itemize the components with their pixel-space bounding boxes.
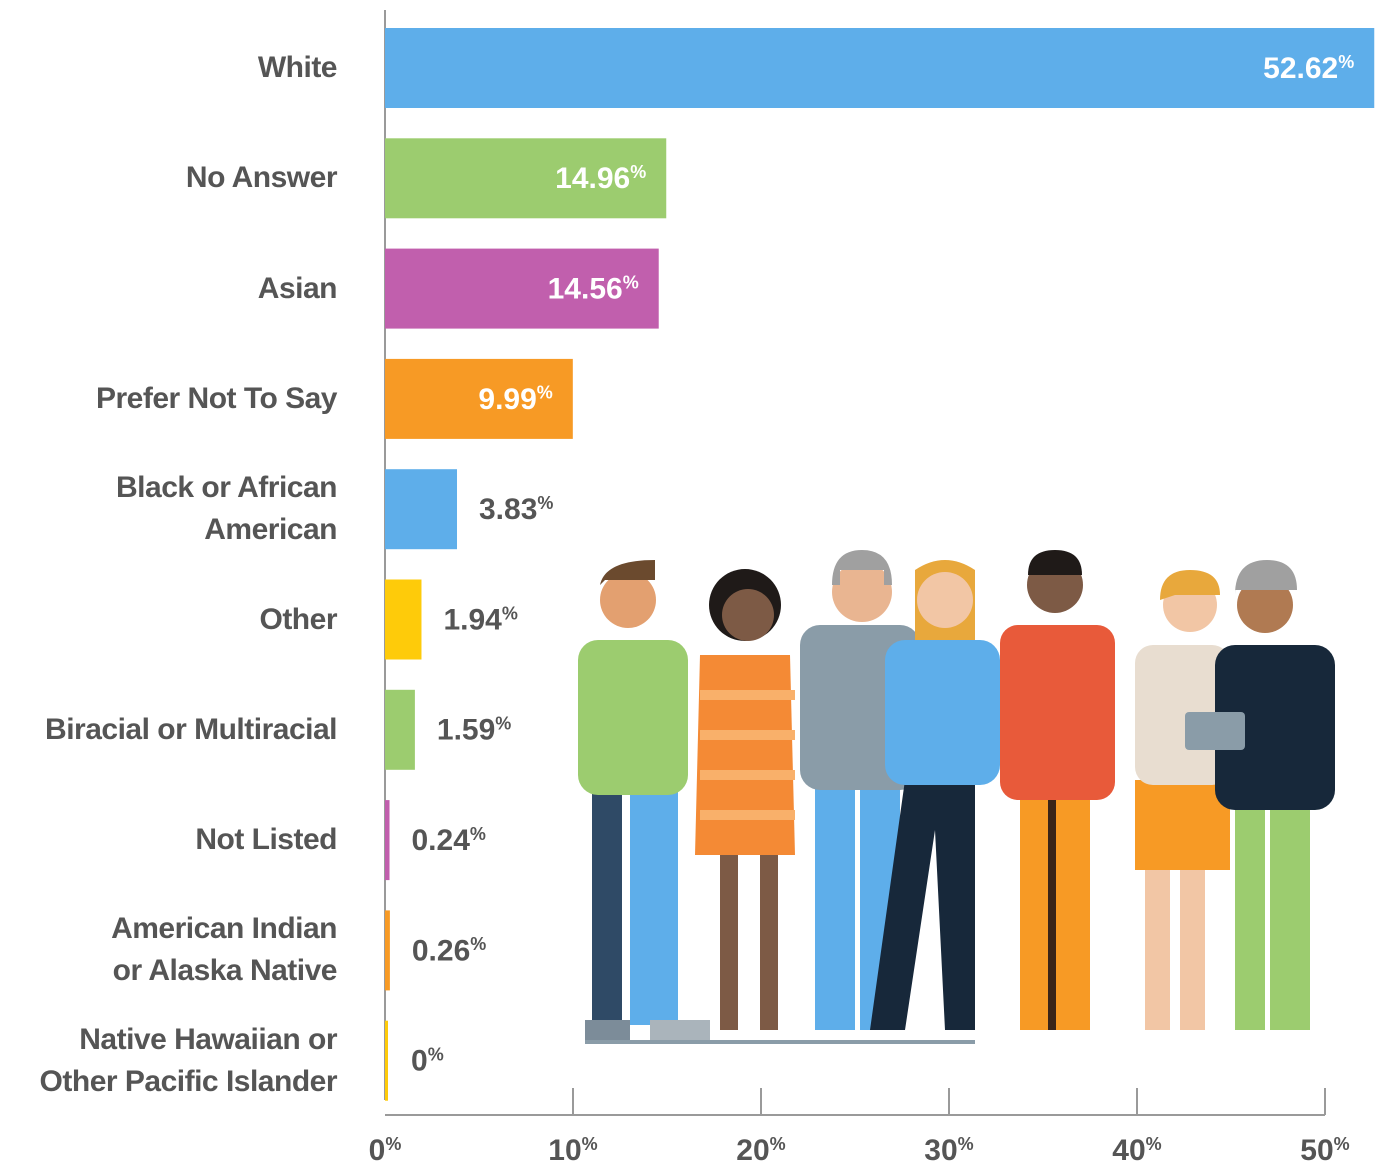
value-label: 0% [411, 1044, 444, 1077]
value-label: 0.26% [412, 934, 486, 967]
bar [385, 910, 390, 990]
category-label: White [258, 47, 337, 89]
category-label: Other [259, 599, 337, 641]
category-label: No Answer [186, 157, 337, 199]
bar [385, 690, 415, 770]
bar [385, 580, 421, 660]
category-label: Asian [258, 268, 337, 310]
category-label: American Indian or Alaska Native [111, 908, 337, 992]
x-tick-label: 50% [1300, 1134, 1349, 1165]
value-label: 3.83% [479, 493, 553, 526]
bar [385, 800, 390, 880]
category-label: Black or African American [116, 467, 337, 551]
x-tick-label: 0% [369, 1134, 402, 1165]
x-tick-label: 20% [736, 1134, 785, 1165]
bar [385, 28, 1374, 108]
x-tick-label: 10% [548, 1134, 597, 1165]
category-label: Biracial or Multiracial [45, 709, 337, 751]
value-label: 0.24% [412, 824, 486, 857]
category-label: Not Listed [195, 819, 337, 861]
bar [385, 1021, 388, 1101]
x-tick-label: 30% [924, 1134, 973, 1165]
people-illustration [578, 550, 1335, 1044]
x-tick-label: 40% [1112, 1134, 1161, 1165]
value-label: 1.59% [437, 713, 511, 746]
category-label: Native Hawaiian or Other Pacific Islande… [40, 1019, 337, 1103]
category-label: Prefer Not To Say [96, 378, 337, 420]
value-label: 1.94% [443, 603, 517, 636]
page: {"chart_data": {"type": "bar", "orientat… [0, 0, 1377, 1165]
bar [385, 469, 457, 549]
